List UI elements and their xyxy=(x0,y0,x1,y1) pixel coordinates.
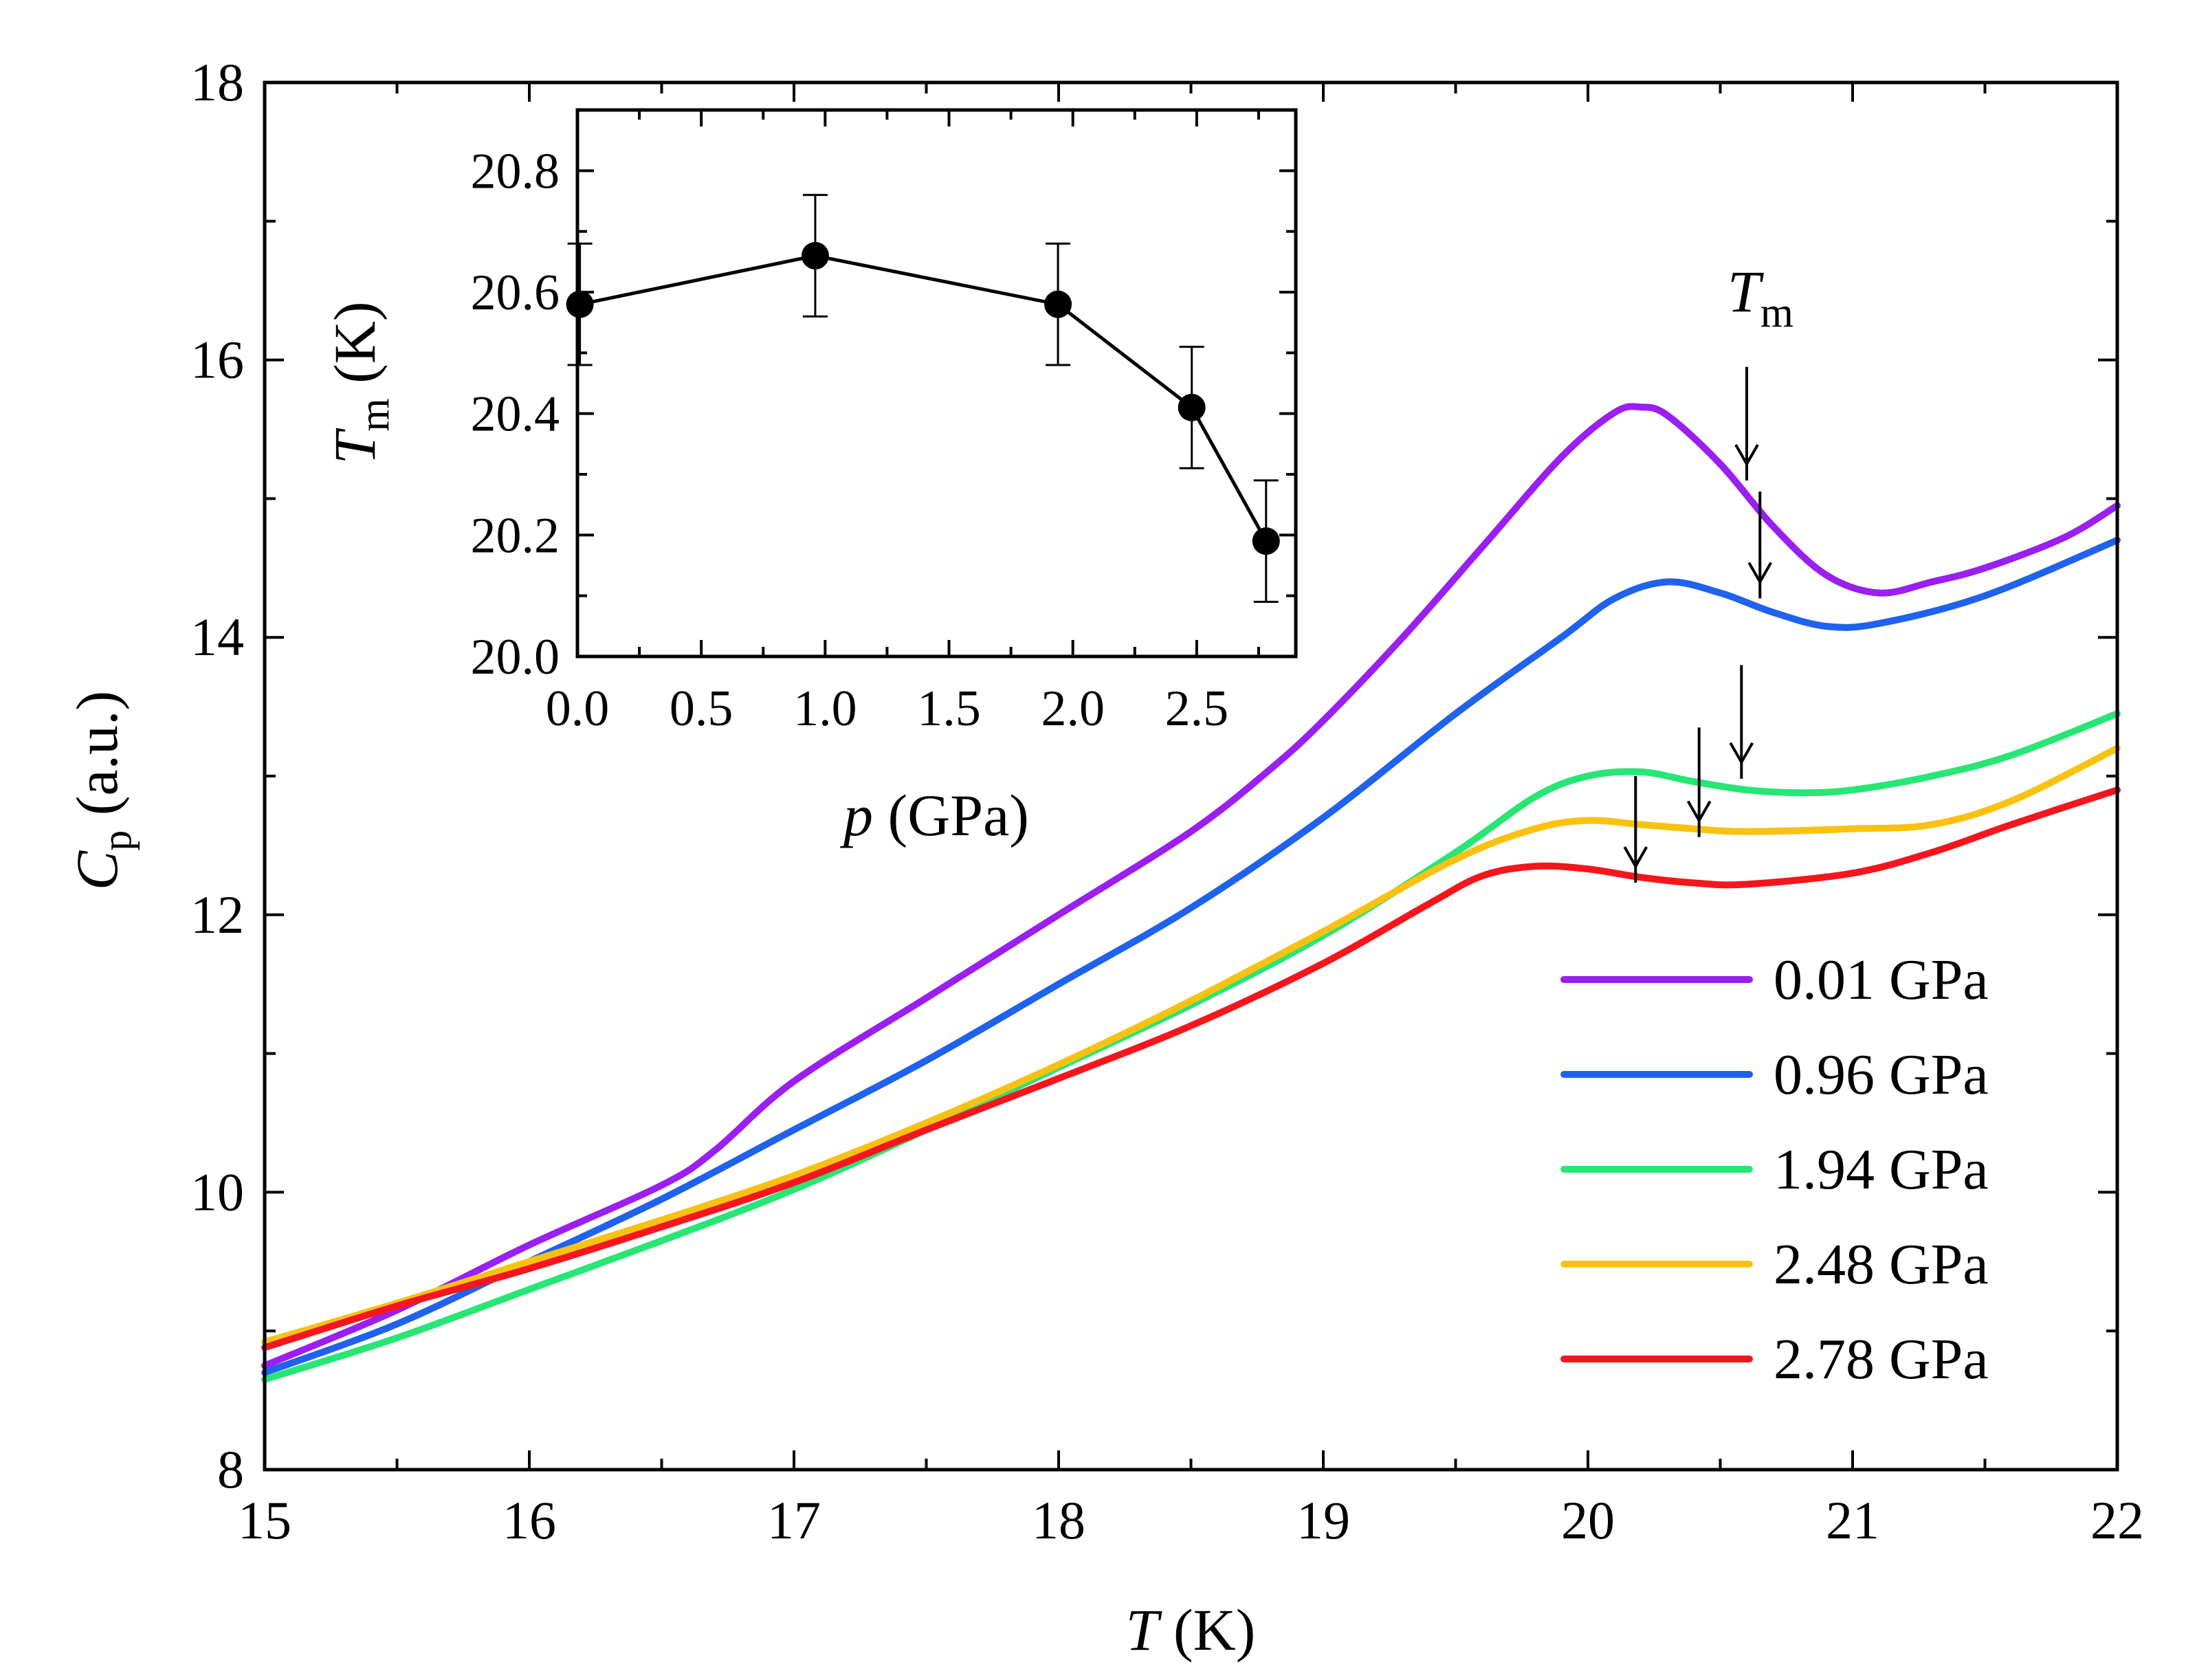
inset-y-tick-label: 20.2 xyxy=(471,507,560,564)
main-plot: 15 16 17 18 19 20 21 22 8 10 12 14 16 18 T (K) Cp (a… xyxy=(64,52,2144,1663)
tm-arrow-head-0 xyxy=(1734,443,1759,467)
x-tick-label: 20 xyxy=(1561,1490,1615,1550)
x-tick-label: 17 xyxy=(767,1490,821,1550)
inset-x-tick-label: 1.0 xyxy=(793,681,857,737)
inset-x-axis-title: p (GPa) xyxy=(839,782,1029,848)
legend-label-4: 2.78 GPa xyxy=(1774,1327,1989,1391)
main-series-layer xyxy=(261,403,2121,1383)
main-y-tick-labels: 8 10 12 14 16 18 xyxy=(190,52,244,1499)
x-tick-label: 15 xyxy=(238,1490,291,1550)
y-tick-label: 16 xyxy=(190,330,244,390)
y-tick-label: 18 xyxy=(190,52,244,112)
legend-label-1: 0.96 GPa xyxy=(1774,1043,1989,1107)
x-tick-label: 22 xyxy=(2090,1490,2144,1550)
inset-x-tick-label: 2.5 xyxy=(1165,681,1229,737)
inset-point-4 xyxy=(1252,527,1280,555)
inset-x-tick-labels: 0.0 0.5 1.0 1.5 2.0 2.5 xyxy=(546,681,1228,737)
inset-point-1 xyxy=(801,242,829,269)
x-tick-label: 21 xyxy=(1826,1490,1879,1550)
x-tick-label: 18 xyxy=(1032,1490,1085,1550)
inset-y-tick-label: 20.6 xyxy=(471,265,560,321)
legend-label-2: 1.94 GPa xyxy=(1774,1138,1989,1202)
inset-plot: 0.0 0.5 1.0 1.5 2.0 2.5 20.020.220.420.620.8 … xyxy=(322,108,1298,848)
inset-x-tick-label: 0.5 xyxy=(670,681,733,737)
inset-point-2 xyxy=(1044,290,1072,318)
inset-y-axis-title: Tm (K) xyxy=(322,302,398,465)
series-line-3 xyxy=(261,744,2121,1346)
legend: 0.01 GPa 0.96 GPa 1.94 GPa 2.48 GPa 2.78 GPa xyxy=(1560,948,1989,1391)
legend-label-0: 0.01 GPa xyxy=(1774,948,1989,1012)
series-line-4 xyxy=(261,786,2121,1351)
inset-x-tick-label: 1.5 xyxy=(917,681,981,737)
inset-plot-frame xyxy=(575,108,1298,659)
tm-arrows xyxy=(1623,366,1772,883)
inset-y-tick-label: 20.4 xyxy=(471,386,560,443)
legend-label-3: 2.48 GPa xyxy=(1774,1233,1989,1296)
inset-x-tick-label: 2.0 xyxy=(1041,681,1105,737)
inset-ticks xyxy=(576,109,1296,658)
tm-arrow-head-1 xyxy=(1747,562,1772,585)
main-ticks xyxy=(263,81,2119,1471)
inset-x-tick-label: 0.0 xyxy=(546,681,610,737)
main-x-axis-title: T (K) xyxy=(1126,1597,1256,1663)
series-line-0 xyxy=(261,403,2121,1369)
main-y-axis-title: Cp (a.u.) xyxy=(64,691,140,890)
x-tick-label: 16 xyxy=(503,1490,556,1550)
series-line-1 xyxy=(261,536,2121,1376)
y-tick-label: 10 xyxy=(190,1162,244,1222)
inset-y-tick-label: 20.0 xyxy=(471,629,560,685)
y-tick-label: 12 xyxy=(190,885,244,944)
x-tick-label: 19 xyxy=(1296,1490,1350,1550)
tm-arrow-head-2 xyxy=(1729,742,1754,765)
inset-y-tick-labels: 20.0 20.2 20.4 20.6 20.8 xyxy=(471,143,560,685)
inset-background xyxy=(577,110,1296,656)
inset-point-0 xyxy=(566,290,594,318)
inset-series-layer xyxy=(566,194,1280,603)
tm-annotation: Tm xyxy=(1727,258,1793,336)
inset-point-3 xyxy=(1178,393,1206,421)
y-tick-label: 14 xyxy=(190,607,244,667)
y-tick-label: 8 xyxy=(217,1439,244,1499)
inset-y-tick-label: 20.8 xyxy=(471,143,560,199)
tm-arrow-head-3 xyxy=(1686,800,1712,824)
main-x-tick-labels: 15 16 17 18 19 20 21 22 xyxy=(238,1490,2144,1550)
tm-arrow-head-4 xyxy=(1623,846,1648,870)
